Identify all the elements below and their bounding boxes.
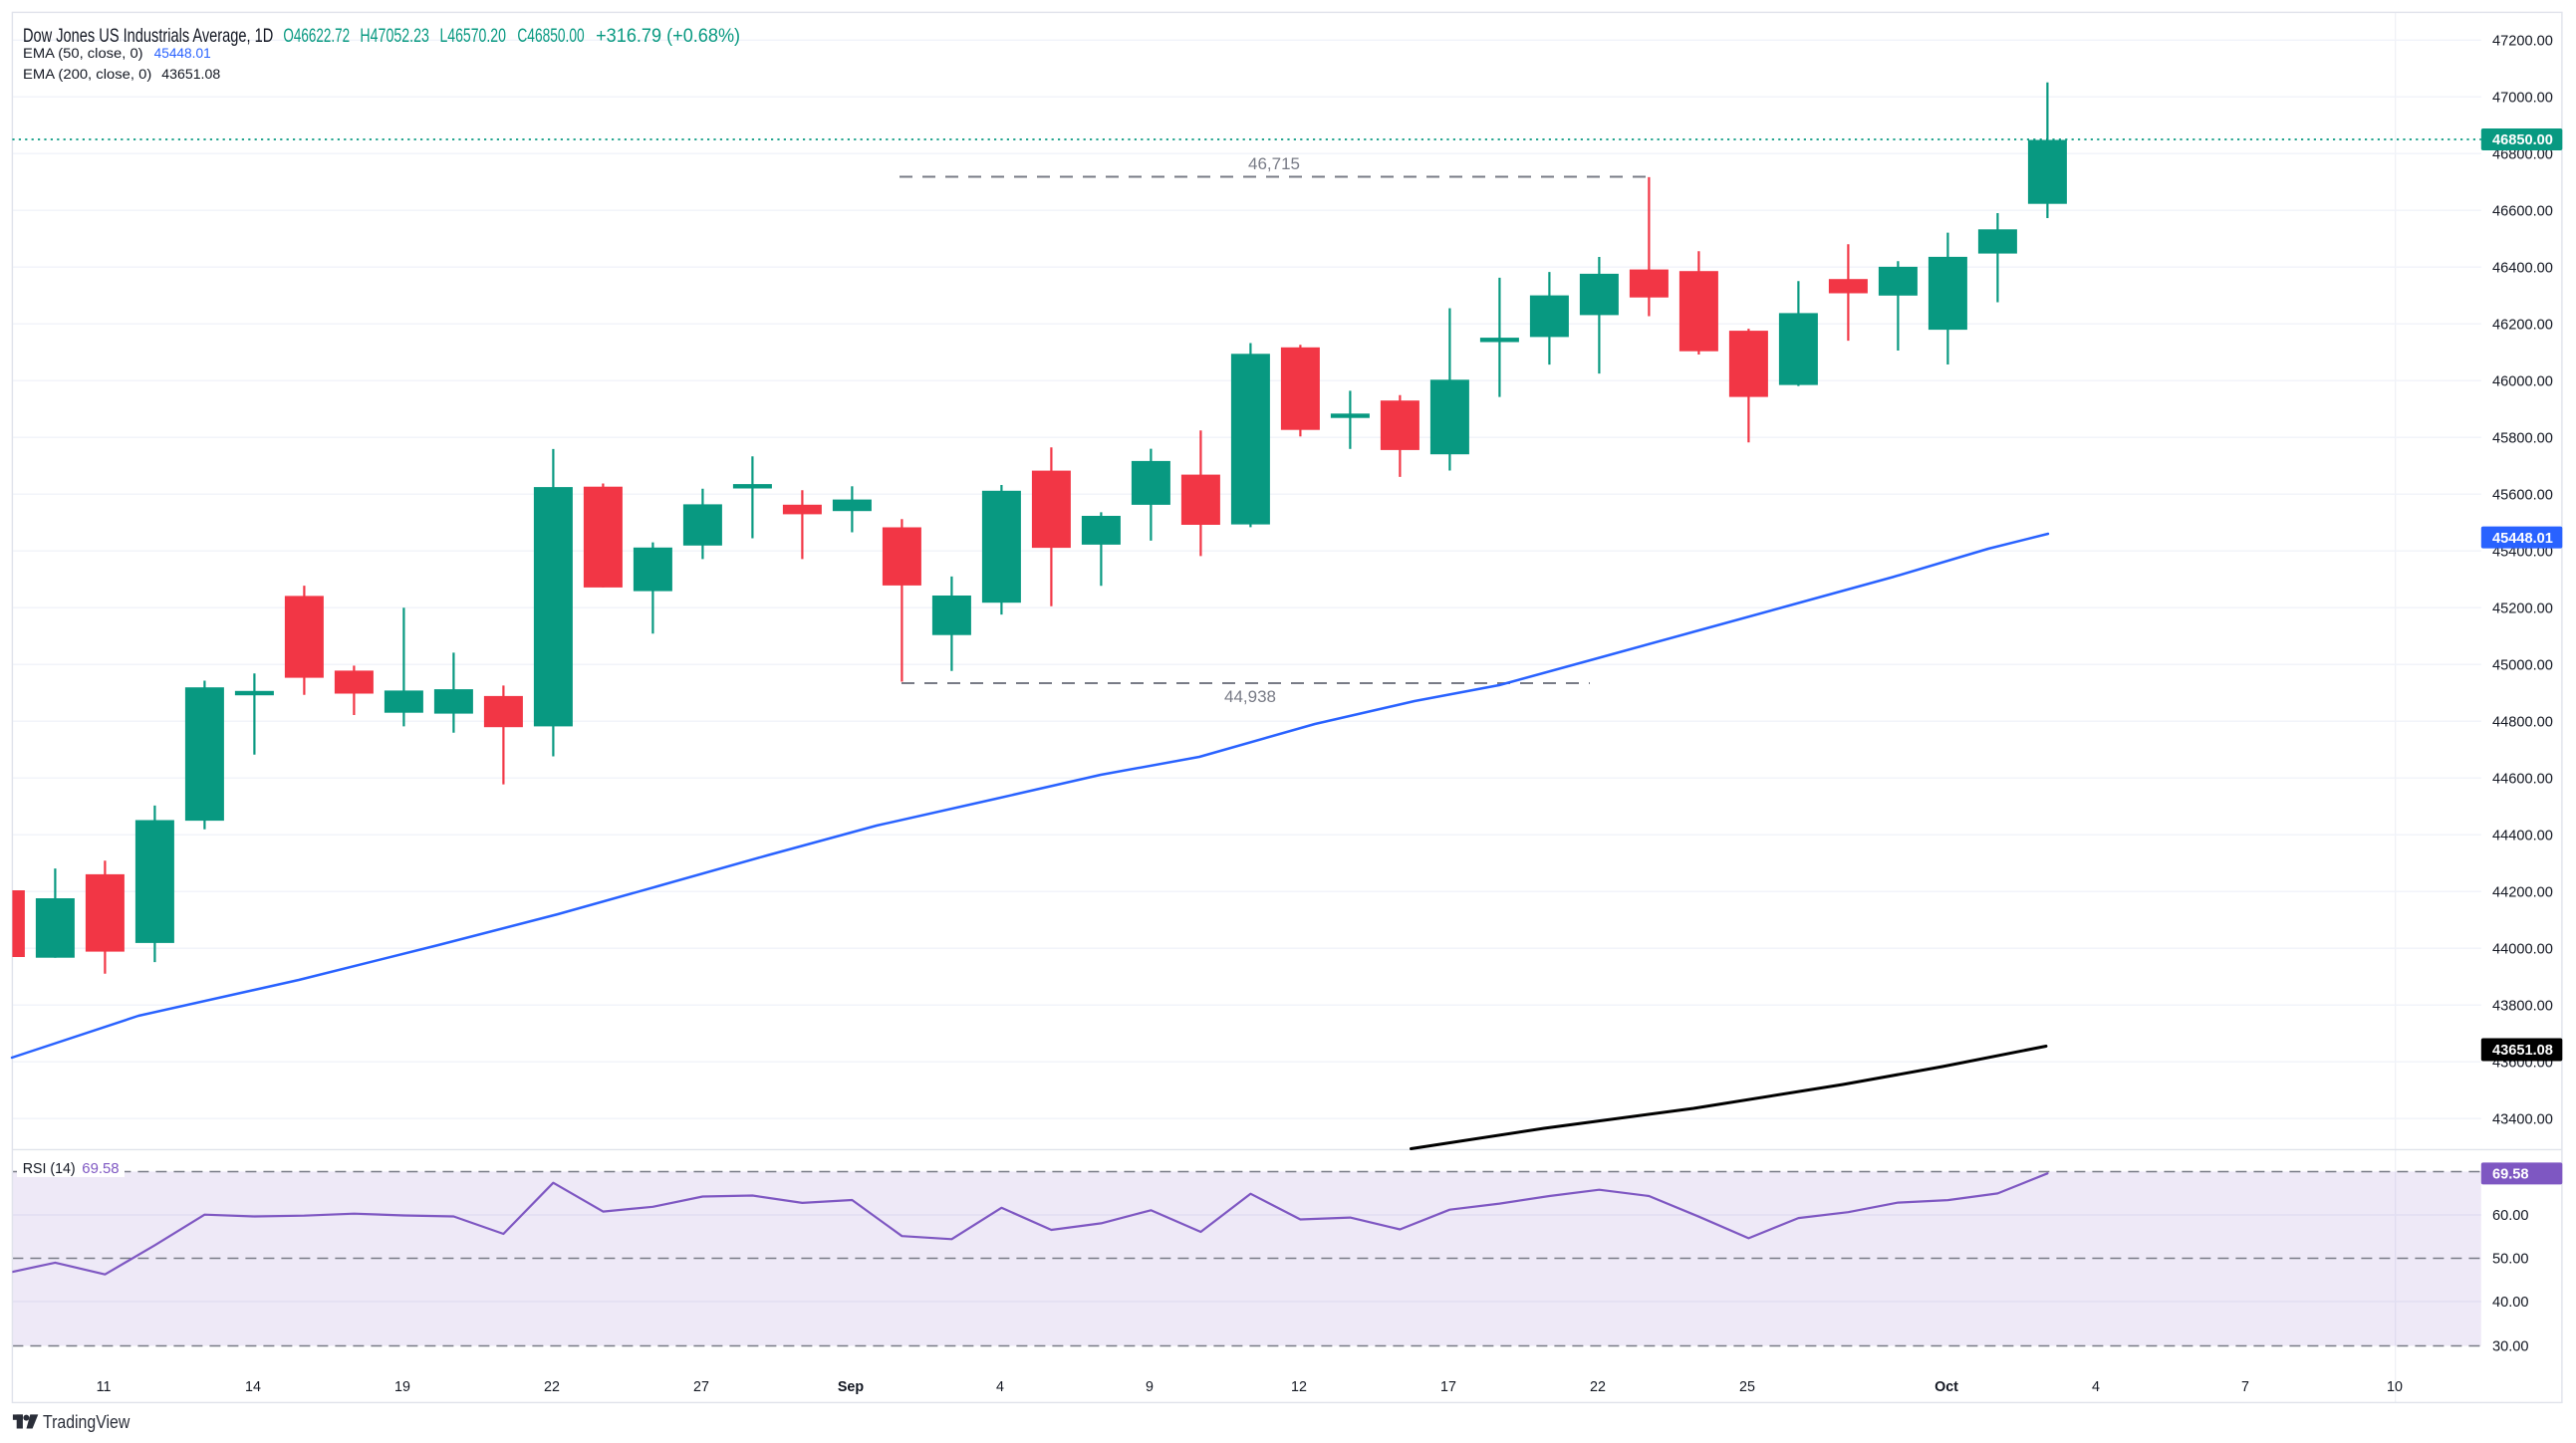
svg-text:44600.00: 44600.00	[2492, 771, 2553, 787]
svg-text:19: 19	[394, 1379, 410, 1395]
svg-text:46800.00: 46800.00	[2492, 146, 2553, 162]
svg-text:50.00: 50.00	[2492, 1252, 2529, 1268]
svg-text:11: 11	[97, 1379, 112, 1395]
svg-text:44400.00: 44400.00	[2492, 828, 2553, 843]
svg-text:43651.08: 43651.08	[161, 66, 220, 82]
svg-text:4: 4	[996, 1379, 1004, 1395]
svg-text:46200.00: 46200.00	[2492, 317, 2553, 333]
svg-text:12: 12	[1291, 1379, 1307, 1395]
svg-text:9: 9	[1146, 1379, 1154, 1395]
svg-text:10: 10	[2387, 1379, 2403, 1395]
svg-text:Sep: Sep	[838, 1379, 864, 1395]
svg-text:30.00: 30.00	[2492, 1339, 2529, 1355]
svg-text:69.58: 69.58	[2492, 1167, 2529, 1183]
svg-text:O46622.72: O46622.72	[283, 25, 350, 47]
svg-text:43400.00: 43400.00	[2492, 1111, 2553, 1127]
svg-text:EMA (50, close, 0): EMA (50, close, 0)	[23, 45, 143, 61]
svg-text:27: 27	[693, 1379, 709, 1395]
svg-text:47200.00: 47200.00	[2492, 33, 2553, 49]
svg-text:45600.00: 45600.00	[2492, 487, 2553, 503]
svg-text:4: 4	[2092, 1379, 2100, 1395]
svg-text:17: 17	[1440, 1379, 1456, 1395]
svg-text:TradingView: TradingView	[43, 1411, 130, 1432]
svg-text:46600.00: 46600.00	[2492, 203, 2553, 219]
svg-text:Oct: Oct	[1934, 1379, 1958, 1395]
svg-text:46850.00: 46850.00	[2492, 132, 2553, 148]
svg-text:44200.00: 44200.00	[2492, 884, 2553, 900]
svg-text:EMA (200, close, 0): EMA (200, close, 0)	[23, 66, 151, 82]
svg-text:46,715: 46,715	[1248, 154, 1300, 173]
svg-text:7: 7	[2241, 1379, 2249, 1395]
svg-text:44800.00: 44800.00	[2492, 714, 2553, 730]
svg-text:69.58: 69.58	[82, 1161, 119, 1177]
svg-text:45200.00: 45200.00	[2492, 601, 2553, 616]
svg-text:45800.00: 45800.00	[2492, 430, 2553, 446]
svg-text:L46570.20: L46570.20	[440, 25, 507, 47]
svg-text:46000.00: 46000.00	[2492, 373, 2553, 389]
svg-text:44000.00: 44000.00	[2492, 941, 2553, 957]
svg-text:14: 14	[245, 1379, 261, 1395]
svg-text:46400.00: 46400.00	[2492, 260, 2553, 276]
svg-text:43651.08: 43651.08	[2492, 1043, 2553, 1059]
svg-text:H47052.23: H47052.23	[360, 25, 429, 47]
svg-text:25: 25	[1739, 1379, 1755, 1395]
svg-text:60.00: 60.00	[2492, 1208, 2529, 1224]
svg-text:45448.01: 45448.01	[154, 45, 211, 61]
svg-text:Dow Jones US Industrials Avera: Dow Jones US Industrials Average, 1D	[23, 25, 273, 47]
svg-text:43800.00: 43800.00	[2492, 998, 2553, 1014]
svg-text:47000.00: 47000.00	[2492, 90, 2553, 106]
svg-text:+316.79 (+0.68%): +316.79 (+0.68%)	[596, 25, 740, 47]
svg-text:44,938: 44,938	[1224, 687, 1276, 706]
svg-text:45000.00: 45000.00	[2492, 657, 2553, 673]
svg-text:22: 22	[544, 1379, 560, 1395]
svg-text:C46850.00: C46850.00	[517, 25, 584, 47]
svg-text:45448.01: 45448.01	[2492, 531, 2553, 547]
svg-text:40.00: 40.00	[2492, 1295, 2529, 1311]
svg-text:22: 22	[1590, 1379, 1606, 1395]
svg-text:RSI (14): RSI (14)	[23, 1161, 76, 1177]
